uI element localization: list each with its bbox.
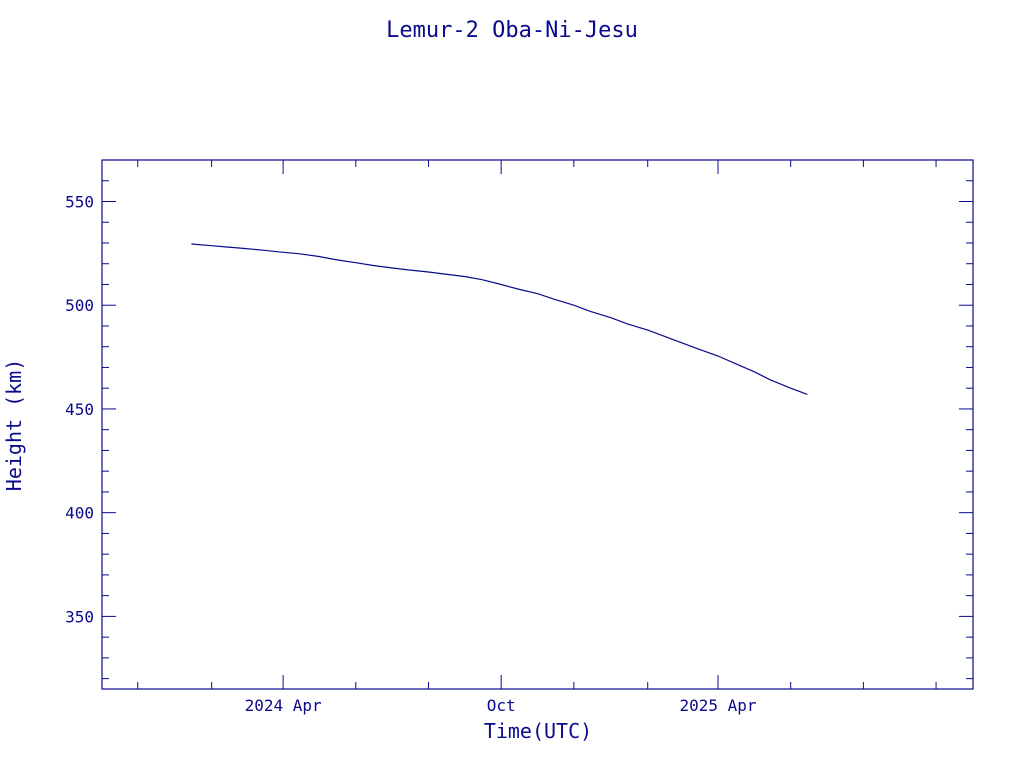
y-tick-label: 550	[65, 192, 94, 211]
plot-frame	[101, 159, 974, 690]
axis-ticks	[102, 160, 973, 689]
y-tick-label: 500	[65, 296, 94, 315]
series-line-height	[191, 243, 808, 395]
y-tick-label: 350	[65, 607, 94, 626]
chart-title: Lemur-2 Oba-Ni-Jesu	[386, 18, 638, 43]
y-tick-label: 450	[65, 400, 94, 419]
x-tick-label: 2025 Apr	[679, 696, 756, 715]
y-axis-label: Height (km)	[2, 359, 26, 491]
y-tick-label: 400	[65, 504, 94, 523]
x-tick-label: Oct	[487, 696, 516, 715]
x-tick-label: 2024 Apr	[245, 696, 322, 715]
axis-tick-labels: 350 400 450 500 550 2024 Apr Oct 2025 Apr	[65, 192, 757, 715]
x-axis-label: Time(UTC)	[484, 719, 592, 743]
